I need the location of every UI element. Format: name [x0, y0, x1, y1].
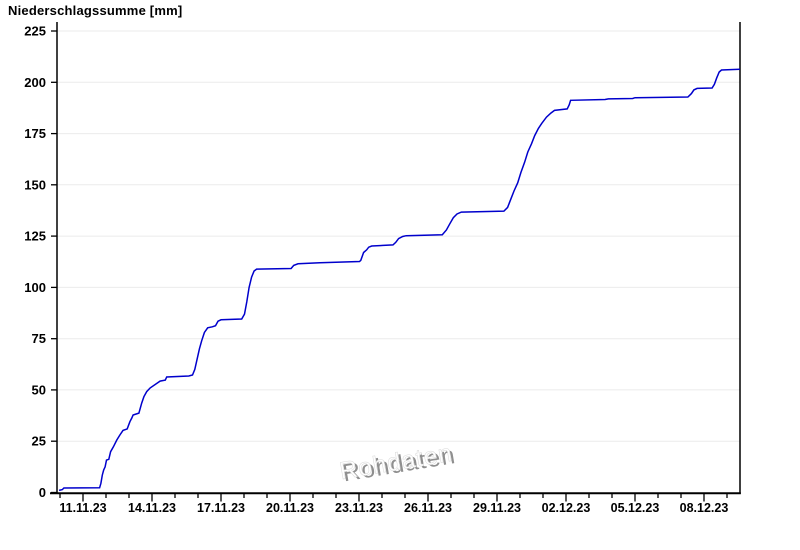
- x-tick-label: 23.11.23: [335, 501, 383, 515]
- precipitation-line: [58, 68, 740, 492]
- y-tick-label: 0: [39, 485, 46, 500]
- y-tick-label: 25: [32, 434, 46, 449]
- y-tick-label: 75: [32, 331, 46, 346]
- x-tick-label: 08.12.23: [680, 501, 729, 515]
- x-tick-label: 05.12.23: [611, 501, 660, 515]
- chart-title: Niederschlagssumme [mm]: [8, 3, 183, 18]
- y-tick-label: 150: [24, 177, 46, 192]
- x-tick-label: 26.11.23: [404, 501, 452, 515]
- x-tick-label: 02.12.23: [542, 501, 591, 515]
- y-tick-label: 200: [24, 75, 46, 90]
- x-tick-label: 20.11.23: [266, 501, 314, 515]
- x-tick-label: 29.11.23: [473, 501, 521, 515]
- y-tick-label: 50: [32, 382, 46, 397]
- y-tick-label: 125: [24, 229, 46, 244]
- x-tick-label: 11.11.23: [59, 501, 106, 515]
- y-tick-label: 100: [24, 280, 46, 295]
- x-tick-label: 14.11.23: [128, 501, 176, 515]
- y-tick-label: 225: [24, 24, 46, 39]
- x-tick-label: 17.11.23: [197, 501, 245, 515]
- y-tick-label: 175: [24, 126, 46, 141]
